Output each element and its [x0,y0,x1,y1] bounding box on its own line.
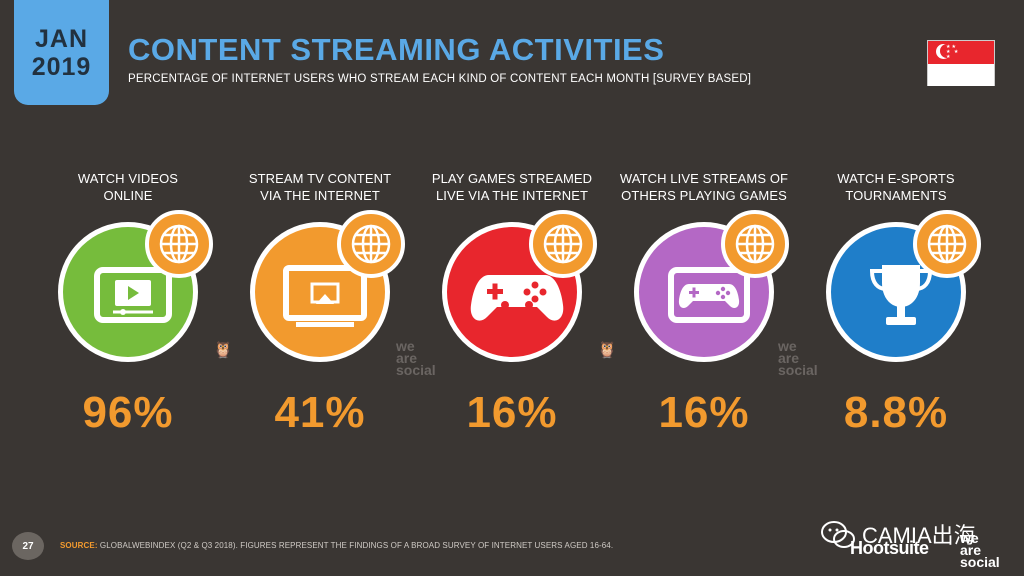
video-player-icon [63,227,203,367]
hootsuite-logo: Hootsuite [850,538,929,558]
stat-label: WATCH E-SPORTS TOURNAMENTS [837,171,955,203]
stat-item: WATCH VIDEOS ONLINE 96% [33,170,223,437]
page-title: CONTENT STREAMING ACTIVITIES [128,32,665,67]
wearesocial-logo: we are social [396,338,436,378]
wechat-icon [821,521,855,548]
stat-label: WATCH LIVE STREAMS OF OTHERS PLAYING GAME… [619,171,789,203]
wearesocial-footer-logo: we are social [960,530,1000,570]
stat-item: WATCH E-SPORTS TOURNAMENTS 8.8% [801,170,991,437]
stat-circle [826,222,966,362]
stat-value: 41% [274,388,366,437]
globe-icon [337,210,405,278]
globe-icon [913,210,981,278]
hootsuite-owl-icon: 🦉 [213,342,233,359]
tv-stream-icon [255,227,395,367]
source-note: SOURCE: GLOBALWEBINDEX (Q2 & Q3 2018). F… [60,541,613,550]
page-subtitle: PERCENTAGE OF INTERNET USERS WHO STREAM … [128,73,752,85]
stat-value: 96% [82,388,174,437]
source-text: GLOBALWEBINDEX (Q2 & Q3 2018). FIGURES R… [99,541,614,550]
date-badge: JAN 2019 [14,0,109,105]
gamepad-icon [447,227,587,367]
stat-label: STREAM TV CONTENT VIA THE INTERNET [248,171,392,203]
singapore-flag-icon: ★★ ★ ★ ★ [927,40,995,86]
stat-value: 16% [658,388,750,437]
game-stream-icon [639,227,779,367]
stat-item: WATCH LIVE STREAMS OF OTHERS PLAYING GAME… [609,170,799,437]
stat-label: PLAY GAMES STREAMED LIVE VIA THE INTERNET [431,171,593,203]
stat-label: WATCH VIDEOS ONLINE [77,171,179,203]
trophy-icon [831,227,971,367]
hootsuite-owl-icon: 🦉 [597,342,617,359]
globe-icon [721,210,789,278]
globe-icon [529,210,597,278]
date-month: JAN [34,24,88,53]
stat-value: 16% [466,388,558,437]
page-number: 27 [12,532,44,560]
watermark-text: CAMIA出海 [862,523,976,548]
source-label: SOURCE: [60,541,98,550]
stat-value: 8.8% [843,388,949,437]
stat-item: STREAM TV CONTENT VIA THE INTERNET 41% [225,170,415,437]
stat-item: PLAY GAMES STREAMED LIVE VIA THE INTERNET… [417,170,607,437]
globe-icon [145,210,213,278]
date-year: 2019 [31,52,92,81]
wearesocial-logo: we are social [778,338,818,378]
